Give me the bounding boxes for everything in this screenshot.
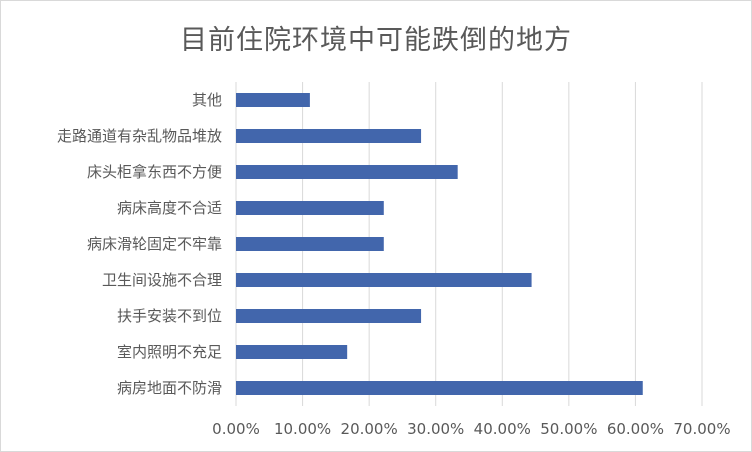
x-tick-label: 50.00% [540,420,597,438]
category-label: 走路通道有杂乱物品堆放 [57,127,222,145]
x-tick-label: 0.00% [212,420,260,438]
x-tick-label: 40.00% [474,420,531,438]
bars [236,93,643,395]
x-tick-label: 20.00% [341,420,398,438]
x-tick-labels: 0.00% 10.00% 20.00% 30.00% 40.00% 50.00% 60.00… [212,420,730,438]
bar [236,237,384,251]
bar [236,345,348,359]
x-tick-label: 10.00% [274,420,331,438]
bar [236,201,384,215]
bar [236,381,643,395]
category-label: 扶手安装不到位 [117,307,222,325]
category-label: 其他 [192,91,222,109]
bar [236,309,422,323]
category-label: 床头柜拿东西不方便 [87,163,222,181]
bar [236,165,458,179]
x-tick-label: 70.00% [673,420,730,438]
category-label: 病房地面不防滑 [117,379,222,397]
category-label: 卫生间设施不合理 [102,271,222,289]
category-label: 病床滑轮固定不牢靠 [87,235,222,253]
chart-title: 目前住院环境中可能跌倒的地方 [180,25,572,56]
x-tick-label: 60.00% [607,420,664,438]
x-tick-label: 30.00% [407,420,464,438]
category-label: 病床高度不合适 [117,199,222,217]
bar [236,273,532,287]
category-label: 室内照明不充足 [117,343,222,361]
bar [236,93,310,107]
bar [236,129,422,143]
